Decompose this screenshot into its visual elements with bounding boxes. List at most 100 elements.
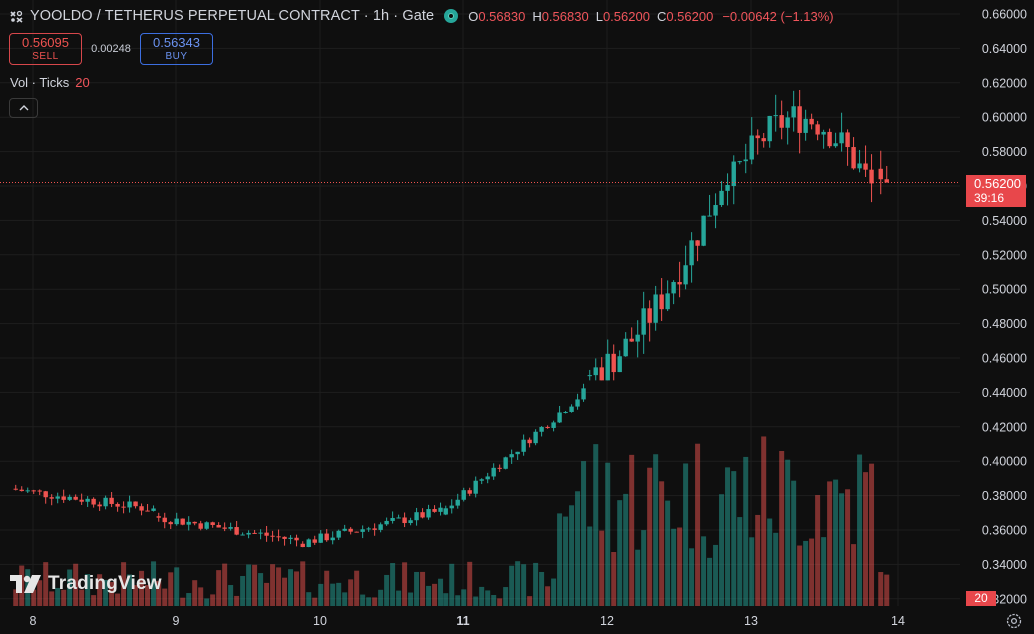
candle-body <box>133 501 138 507</box>
ohlc-values: O0.56830 H0.56830 L0.56200 C0.56200 −0.0… <box>468 9 833 24</box>
time-tick-label: 9 <box>173 614 180 628</box>
price-change: −0.00642 (−1.13%) <box>722 8 834 24</box>
volume-bar <box>396 590 402 606</box>
candle-body <box>228 527 233 529</box>
candle-body <box>767 115 772 142</box>
candle-body <box>557 412 562 423</box>
volume-bar <box>575 491 581 606</box>
price-tick-label: 0.62000 <box>982 76 1027 90</box>
volume-bar <box>761 436 767 606</box>
price-tick-label: 0.60000 <box>982 111 1027 125</box>
volume-bar <box>623 493 629 606</box>
volume-bar <box>186 593 192 606</box>
volume-bar <box>156 580 162 606</box>
volume-bar <box>109 582 115 606</box>
volume-bar <box>73 563 79 606</box>
volume-bar <box>408 592 414 606</box>
time-axis[interactable]: 8 9 10 11 12 13 14 <box>30 614 905 628</box>
volume-bar <box>653 454 659 606</box>
candle-body <box>162 517 167 523</box>
volume-value-tag: 20 <box>966 591 996 606</box>
volume-bar <box>815 495 821 606</box>
high-label: H <box>532 8 542 24</box>
volume-legend[interactable]: Vol · Ticks 20 <box>10 75 90 90</box>
candle-body <box>414 512 419 521</box>
candle-body <box>563 411 568 413</box>
gear-icon <box>1006 613 1022 629</box>
candle-body <box>587 375 592 377</box>
volume-bar <box>647 467 653 606</box>
candle-body <box>869 169 874 184</box>
volume-bar <box>246 564 252 606</box>
volume-bar <box>539 571 545 606</box>
volume-bar <box>49 591 55 606</box>
candle-body <box>701 215 706 246</box>
candle-body <box>366 528 371 530</box>
candle-body <box>426 509 431 518</box>
volume-bar <box>37 580 43 606</box>
low-label: L <box>595 8 603 24</box>
volume-bar <box>312 597 318 606</box>
buy-label: BUY <box>165 51 188 62</box>
tradingview-logo[interactable]: TradingView <box>10 573 162 595</box>
candle-body <box>420 512 425 518</box>
candle-body <box>438 507 443 512</box>
symbol-icon[interactable] <box>8 8 24 24</box>
volume-bar <box>473 596 479 606</box>
candle-body <box>884 179 889 183</box>
volume-bar <box>605 462 611 606</box>
current-price-tag: 0.56200 39:16 <box>966 175 1026 207</box>
volume-bar <box>719 494 725 606</box>
volume-bar <box>713 544 719 606</box>
volume-bar <box>551 578 557 606</box>
volume-bar <box>863 472 869 606</box>
volume-bar <box>228 585 234 606</box>
candle-body <box>67 496 72 500</box>
symbol-title[interactable]: YOOLDO / TETHERUS PERPETUAL CONTRACT · 1… <box>30 8 435 24</box>
volume-bar <box>264 582 270 606</box>
volume-bar <box>515 561 521 606</box>
candle-body <box>761 138 766 142</box>
candle-body <box>878 168 883 180</box>
candle-body <box>485 476 490 480</box>
volume-bar <box>276 567 282 606</box>
candle-body <box>797 106 802 133</box>
volume-bar <box>827 481 833 606</box>
volume-bar <box>869 463 875 606</box>
price-tick-label: 0.38000 <box>982 489 1027 503</box>
candle-body <box>156 516 161 518</box>
volume-bar <box>366 597 372 606</box>
sell-button[interactable]: 0.56095 SELL <box>9 33 82 65</box>
market-status-icon[interactable] <box>444 9 459 23</box>
price-tick-label: 0.52000 <box>982 248 1027 262</box>
settings-gear-button[interactable] <box>1005 612 1023 630</box>
price-axis[interactable]: 0.660000.640000.620000.600000.580000.560… <box>982 8 1027 607</box>
candle-body <box>216 524 221 528</box>
candle-body <box>192 521 197 524</box>
candle-body <box>743 159 748 162</box>
volume-bar <box>725 467 731 606</box>
volume-bar <box>151 561 157 606</box>
candle-body <box>258 532 263 534</box>
buy-button[interactable]: 0.56343 BUY <box>140 33 213 65</box>
volume-bar <box>294 571 300 606</box>
collapse-legend-button[interactable] <box>9 98 38 118</box>
candle-body <box>515 451 520 455</box>
volume-bar <box>61 589 67 606</box>
volume-bar <box>521 564 527 606</box>
volume-bar <box>629 454 635 606</box>
candle-body <box>497 467 502 469</box>
volume-bar <box>665 500 671 606</box>
volume-bar <box>545 586 551 606</box>
volume-bar <box>414 571 420 606</box>
volume-bar <box>461 589 467 606</box>
candle-body <box>725 184 730 191</box>
candle-body <box>785 117 790 128</box>
candle-body <box>791 106 796 118</box>
volume-bars <box>13 436 890 606</box>
volume-bar <box>360 594 366 606</box>
volume-bar <box>330 583 336 606</box>
volume-bar <box>282 577 288 606</box>
candle-body <box>55 496 60 499</box>
